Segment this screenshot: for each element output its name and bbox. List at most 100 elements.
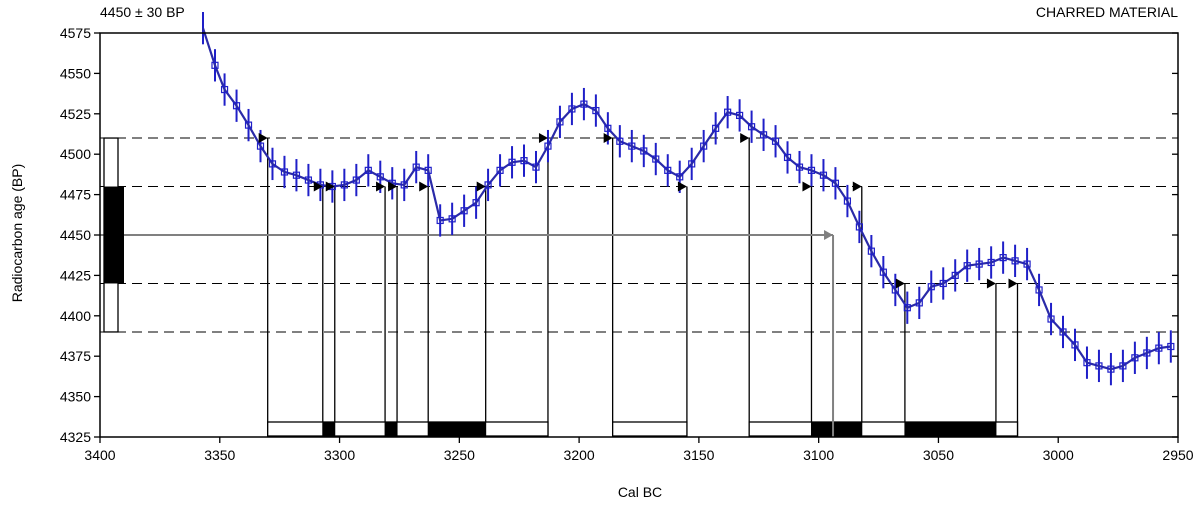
- calibration-curve-line: [201, 27, 1171, 371]
- curve-point: [364, 166, 372, 174]
- y-tick-label: 4475: [60, 187, 91, 203]
- curve-point: [831, 179, 840, 187]
- x-tick-label: 3300: [324, 447, 355, 463]
- curve-point: [795, 163, 804, 171]
- curve-point: [484, 181, 492, 189]
- curve-point: [759, 131, 768, 139]
- curve-point: [915, 299, 923, 307]
- x-tick-label: 3400: [84, 447, 115, 463]
- intercept-arrows-layer: [258, 133, 1018, 289]
- one-sigma-age-bar: [104, 186, 124, 284]
- curve-point: [676, 173, 684, 181]
- curve-point: [304, 176, 313, 184]
- curve-point: [211, 61, 219, 69]
- curve-point: [448, 215, 456, 223]
- intercept-arrow: [476, 181, 486, 192]
- curve-point: [508, 158, 516, 166]
- curve-point: [1071, 341, 1079, 349]
- intercept-arrow: [603, 133, 613, 144]
- x-tick-label: 2950: [1162, 447, 1193, 463]
- curve-point: [771, 137, 780, 145]
- curve-point: [232, 102, 241, 110]
- intercept-arrow: [895, 278, 905, 289]
- y-tick-label: 4350: [60, 389, 91, 405]
- intercept-arrow: [740, 133, 750, 144]
- curve-point: [424, 166, 432, 174]
- curve-point: [376, 173, 384, 181]
- curve-point: [1155, 344, 1163, 352]
- curve-point: [532, 163, 540, 171]
- y-axis-title: Radiocarbon age (BP): [9, 164, 25, 303]
- two-sigma-range-bar: [267, 421, 549, 437]
- curve-point: [975, 260, 983, 268]
- curve-point: [640, 147, 648, 155]
- x-tick-label: 3250: [444, 447, 475, 463]
- curve-point: [496, 166, 504, 174]
- y-tick-label: 4450: [60, 227, 91, 243]
- curve-point: [280, 168, 289, 176]
- y-tick-label: 4500: [60, 146, 91, 162]
- intercept-arrow: [419, 181, 429, 192]
- curve-point: [556, 118, 564, 126]
- curve-point: [963, 262, 971, 270]
- sigma-lines-layer: [100, 137, 1178, 333]
- curve-point: [891, 286, 899, 294]
- curve-point: [1095, 362, 1103, 370]
- curve-point: [855, 223, 863, 231]
- one-sigma-range-bar: [322, 421, 336, 437]
- curve-point: [568, 105, 576, 113]
- intercept-arrow: [677, 181, 687, 192]
- curve-point: [256, 142, 265, 150]
- intercept-arrow: [852, 181, 862, 192]
- two-sigma-range-bar: [611, 421, 688, 437]
- intercept-arrow: [1008, 278, 1018, 289]
- x-axis-title: Cal BC: [618, 484, 662, 500]
- curve-point: [604, 124, 612, 132]
- intercept-arrow: [376, 181, 386, 192]
- header-left-label: 4450 ± 30 BP: [100, 4, 185, 20]
- curve-point: [1035, 286, 1043, 294]
- curve-point: [927, 283, 935, 291]
- x-tick-label: 3100: [803, 447, 834, 463]
- curve-point: [1059, 328, 1067, 336]
- x-tick-label: 3000: [1043, 447, 1074, 463]
- curve-point: [700, 142, 708, 150]
- y-tick-label: 4575: [60, 25, 91, 41]
- curve-point: [472, 199, 480, 207]
- curve-point: [712, 124, 720, 132]
- curve-point: [436, 216, 444, 225]
- intercept-arrow: [538, 133, 548, 144]
- y-tick-label: 4400: [60, 308, 91, 324]
- curve-point: [1119, 362, 1127, 370]
- curve-point: [616, 137, 624, 145]
- curve-point: [1131, 354, 1139, 362]
- y-tick-label: 4425: [60, 267, 91, 283]
- curve-point: [220, 85, 229, 94]
- intercept-arrow: [986, 278, 996, 289]
- one-sigma-range-bar: [904, 421, 997, 437]
- curve-point: [520, 157, 528, 165]
- intercept-arrow: [258, 133, 268, 144]
- curve-point: [1143, 349, 1151, 357]
- curve-point: [724, 108, 732, 116]
- y-tick-label: 4550: [60, 65, 91, 81]
- curve-point: [688, 160, 696, 168]
- curve-point: [1167, 342, 1175, 351]
- curve-point: [652, 155, 660, 163]
- y-tick-label: 4525: [60, 106, 91, 122]
- curve-point: [1083, 359, 1091, 367]
- measured-age-layer: [100, 137, 835, 437]
- y-tick-label: 4375: [60, 348, 91, 364]
- curve-point: [544, 142, 552, 150]
- curve-point: [987, 258, 995, 267]
- intercept-arrow: [802, 181, 812, 192]
- curve-point: [1023, 260, 1031, 268]
- curve-point: [400, 181, 408, 189]
- x-tick-label: 3050: [923, 447, 954, 463]
- curve-point: [736, 111, 744, 120]
- curve-point: [843, 197, 852, 205]
- curve-point: [628, 142, 636, 150]
- curve-point: [580, 100, 588, 108]
- curve-point: [352, 176, 360, 184]
